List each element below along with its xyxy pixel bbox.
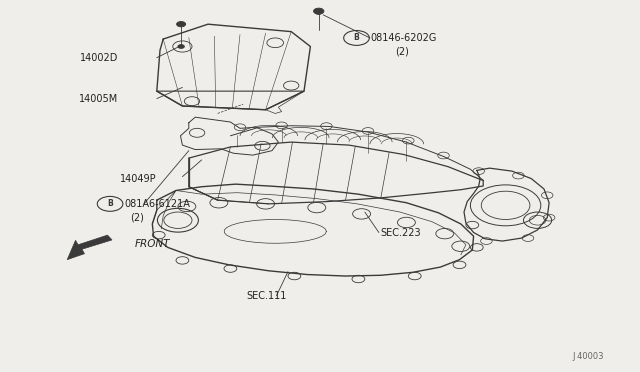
Text: B: B [108,199,113,208]
Text: 081A6-6121A: 081A6-6121A [124,199,190,209]
Circle shape [177,22,186,27]
Text: B: B [354,33,359,42]
Text: SEC.223: SEC.223 [381,228,421,237]
Circle shape [314,8,324,14]
Text: (2): (2) [131,213,145,222]
Text: (2): (2) [396,46,410,56]
Text: 14049P: 14049P [120,174,157,183]
Text: SEC.111: SEC.111 [246,291,287,301]
Text: 08146-6202G: 08146-6202G [370,33,436,43]
Text: J 40003: J 40003 [573,352,604,361]
Text: FRONT: FRONT [134,239,170,248]
Text: 14005M: 14005M [79,94,118,103]
Text: 14002D: 14002D [80,53,118,62]
Polygon shape [67,235,112,260]
Circle shape [178,45,184,48]
